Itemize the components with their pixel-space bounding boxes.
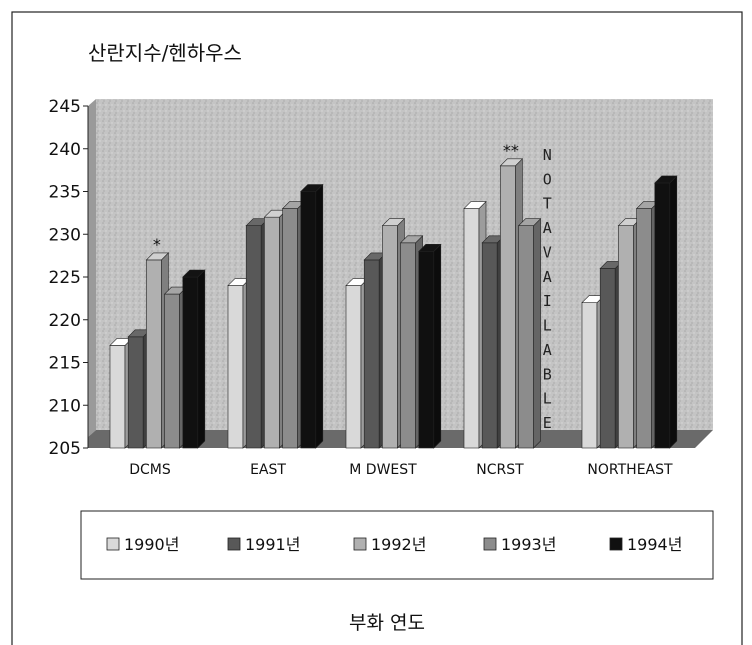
not-available-letter: A	[543, 219, 552, 237]
bar-top	[654, 175, 678, 184]
legend-label: 1992년	[371, 535, 426, 554]
legend-label: 1990년	[124, 535, 179, 554]
bar-front	[500, 165, 516, 449]
bar	[654, 175, 678, 449]
legend-box	[80, 510, 714, 580]
bar-side	[197, 269, 206, 449]
plot-side-wall	[88, 99, 96, 437]
bar-top	[182, 269, 206, 278]
bar-front	[400, 242, 416, 449]
not-available-letter: T	[543, 195, 552, 213]
x-tick-label: EAST	[250, 462, 286, 478]
x-tick-label: NORTHEAST	[587, 462, 673, 478]
y-tick-label: 210	[49, 396, 81, 416]
not-available-letter: B	[543, 365, 552, 383]
bar-front	[481, 242, 498, 449]
x-axis-title: 부화 연도	[349, 612, 425, 634]
annotation-asterisk: *	[153, 235, 161, 254]
not-available-letter: A	[543, 268, 552, 286]
legend-label: 1991년	[245, 535, 300, 554]
bar-front	[227, 285, 244, 449]
not-available-letter: I	[543, 292, 552, 310]
y-tick-label: 235	[49, 183, 81, 203]
legend-swatch	[483, 537, 497, 551]
bar-front	[245, 225, 262, 449]
legend: 1990년 1991년 1992년 1993년 1994년	[106, 535, 682, 554]
x-axis: DCMS EAST M DWEST NCRST NORTHEAST	[129, 462, 673, 478]
bar-front	[599, 268, 616, 449]
bar-top	[300, 184, 324, 192]
not-available-letter: E	[543, 414, 552, 432]
legend-label: 1993년	[501, 535, 556, 554]
bars	[109, 158, 678, 449]
not-available-letter: L	[543, 317, 552, 335]
bar-front	[636, 208, 652, 449]
y-tick-label: 205	[49, 439, 81, 459]
bar-side	[433, 243, 442, 449]
bar-top	[381, 218, 406, 226]
bar-front	[109, 345, 126, 449]
bar	[300, 183, 324, 449]
bar-front	[581, 302, 598, 449]
bar-front	[654, 182, 671, 449]
bar-side	[315, 183, 324, 449]
bar-front	[282, 208, 298, 449]
legend-item: 1993년	[483, 535, 556, 554]
bar-side	[669, 175, 678, 449]
legend-label: 1994년	[627, 535, 682, 554]
y-tick-label: 230	[49, 225, 81, 245]
x-tick-label: NCRST	[476, 462, 524, 478]
bar-front	[182, 276, 199, 449]
bar	[182, 269, 206, 449]
bar-top	[517, 218, 542, 226]
y-tick-label: 225	[49, 268, 81, 288]
bar-front	[363, 259, 380, 449]
not-available-letter: O	[543, 170, 552, 188]
bar-front	[300, 191, 317, 449]
bar	[517, 217, 542, 449]
chart-title: 산란지수/헨하우스	[88, 41, 242, 65]
legend-item: 1992년	[353, 535, 426, 554]
y-axis: 205 210 215 220 225 230 235 240 245	[49, 97, 88, 459]
legend-swatch	[609, 537, 623, 551]
legend-item: 1991년	[227, 535, 300, 554]
annotation-asterisk: **	[503, 141, 519, 160]
y-tick-label: 215	[49, 354, 81, 374]
legend-swatch	[227, 537, 241, 551]
y-tick-label: 220	[49, 311, 81, 331]
not-available-letter: V	[543, 243, 552, 261]
not-available-letter: N	[543, 146, 552, 164]
y-tick-label: 240	[49, 140, 81, 160]
x-tick-label: DCMS	[129, 462, 171, 478]
bar-front	[127, 336, 144, 449]
bar-front	[463, 208, 480, 449]
legend-swatch	[353, 537, 367, 551]
legend-item: 1990년	[106, 535, 179, 554]
bar-top	[145, 252, 170, 261]
x-tick-label: M DWEST	[349, 462, 417, 478]
not-available-letter: A	[543, 341, 552, 359]
bar-front	[382, 225, 398, 449]
bar-front	[518, 225, 534, 449]
legend-swatch	[106, 537, 120, 551]
bar-front	[164, 293, 180, 449]
bar-top	[463, 201, 487, 209]
y-tick-label: 245	[49, 97, 81, 117]
bar-top	[499, 158, 524, 167]
bar-front	[264, 216, 280, 449]
bar-top	[418, 244, 442, 252]
bar	[418, 243, 442, 449]
bar-side	[533, 217, 541, 449]
legend-item: 1994년	[609, 535, 682, 554]
not-available-letter: L	[543, 390, 552, 408]
bar-top	[399, 235, 424, 244]
bar-front	[418, 251, 435, 449]
bar-front	[345, 285, 362, 449]
bar-front	[618, 225, 634, 449]
bar-front	[146, 259, 162, 449]
